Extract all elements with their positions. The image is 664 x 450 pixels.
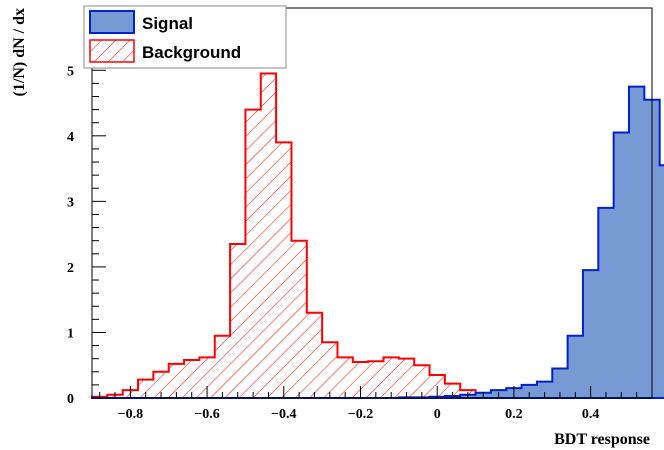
bar-background-9 xyxy=(230,244,245,398)
x-tick-label: −0.8 xyxy=(118,407,143,422)
legend: Signal Background xyxy=(83,5,287,69)
bar-background-11 xyxy=(261,74,276,398)
x-tick-label: −0.6 xyxy=(194,407,219,422)
bar-signal-37 xyxy=(660,165,664,398)
plot-area xyxy=(92,8,652,398)
legend-label-background: Background xyxy=(142,43,241,62)
bar-background-14 xyxy=(307,313,322,398)
x-tick-label: 0.4 xyxy=(582,407,600,422)
bar-background-16 xyxy=(337,357,352,398)
x-tick-label: −0.2 xyxy=(348,407,373,422)
x-tick-label: 0 xyxy=(434,407,441,422)
y-tick-label: 5 xyxy=(67,64,74,79)
y-tick-label: 0 xyxy=(67,392,74,407)
y-tick-label: 3 xyxy=(67,195,74,210)
bar-background-19 xyxy=(384,357,399,398)
bar-signal-31 xyxy=(568,336,583,398)
bar-background-15 xyxy=(322,342,337,398)
bar-signal-33 xyxy=(598,208,613,398)
x-tick-label: 0.2 xyxy=(505,407,523,422)
x-tick-label: −0.4 xyxy=(271,407,296,422)
bar-background-13 xyxy=(291,241,306,398)
x-axis-title: BDT response xyxy=(554,431,650,448)
y-tick-label: 1 xyxy=(67,326,74,341)
bar-background-12 xyxy=(276,142,291,398)
y-tick-label: 2 xyxy=(67,261,74,276)
legend-swatch-background xyxy=(89,39,135,63)
y-tick-label: 4 xyxy=(67,130,74,145)
y-axis-title: (1/N) dN / dx xyxy=(11,8,28,96)
x-axis: −0.8 −0.6 −0.4 −0.2 0 0.2 0.4 xyxy=(99,386,653,422)
bar-background-8 xyxy=(215,336,230,398)
bar-background-10 xyxy=(245,110,260,398)
legend-swatch-signal xyxy=(89,10,135,34)
bar-signal-32 xyxy=(583,270,598,398)
bar-signal-34 xyxy=(614,133,629,398)
plot-frame xyxy=(91,7,653,399)
legend-label-signal: Signal xyxy=(142,14,193,33)
bar-signal-35 xyxy=(629,87,644,398)
